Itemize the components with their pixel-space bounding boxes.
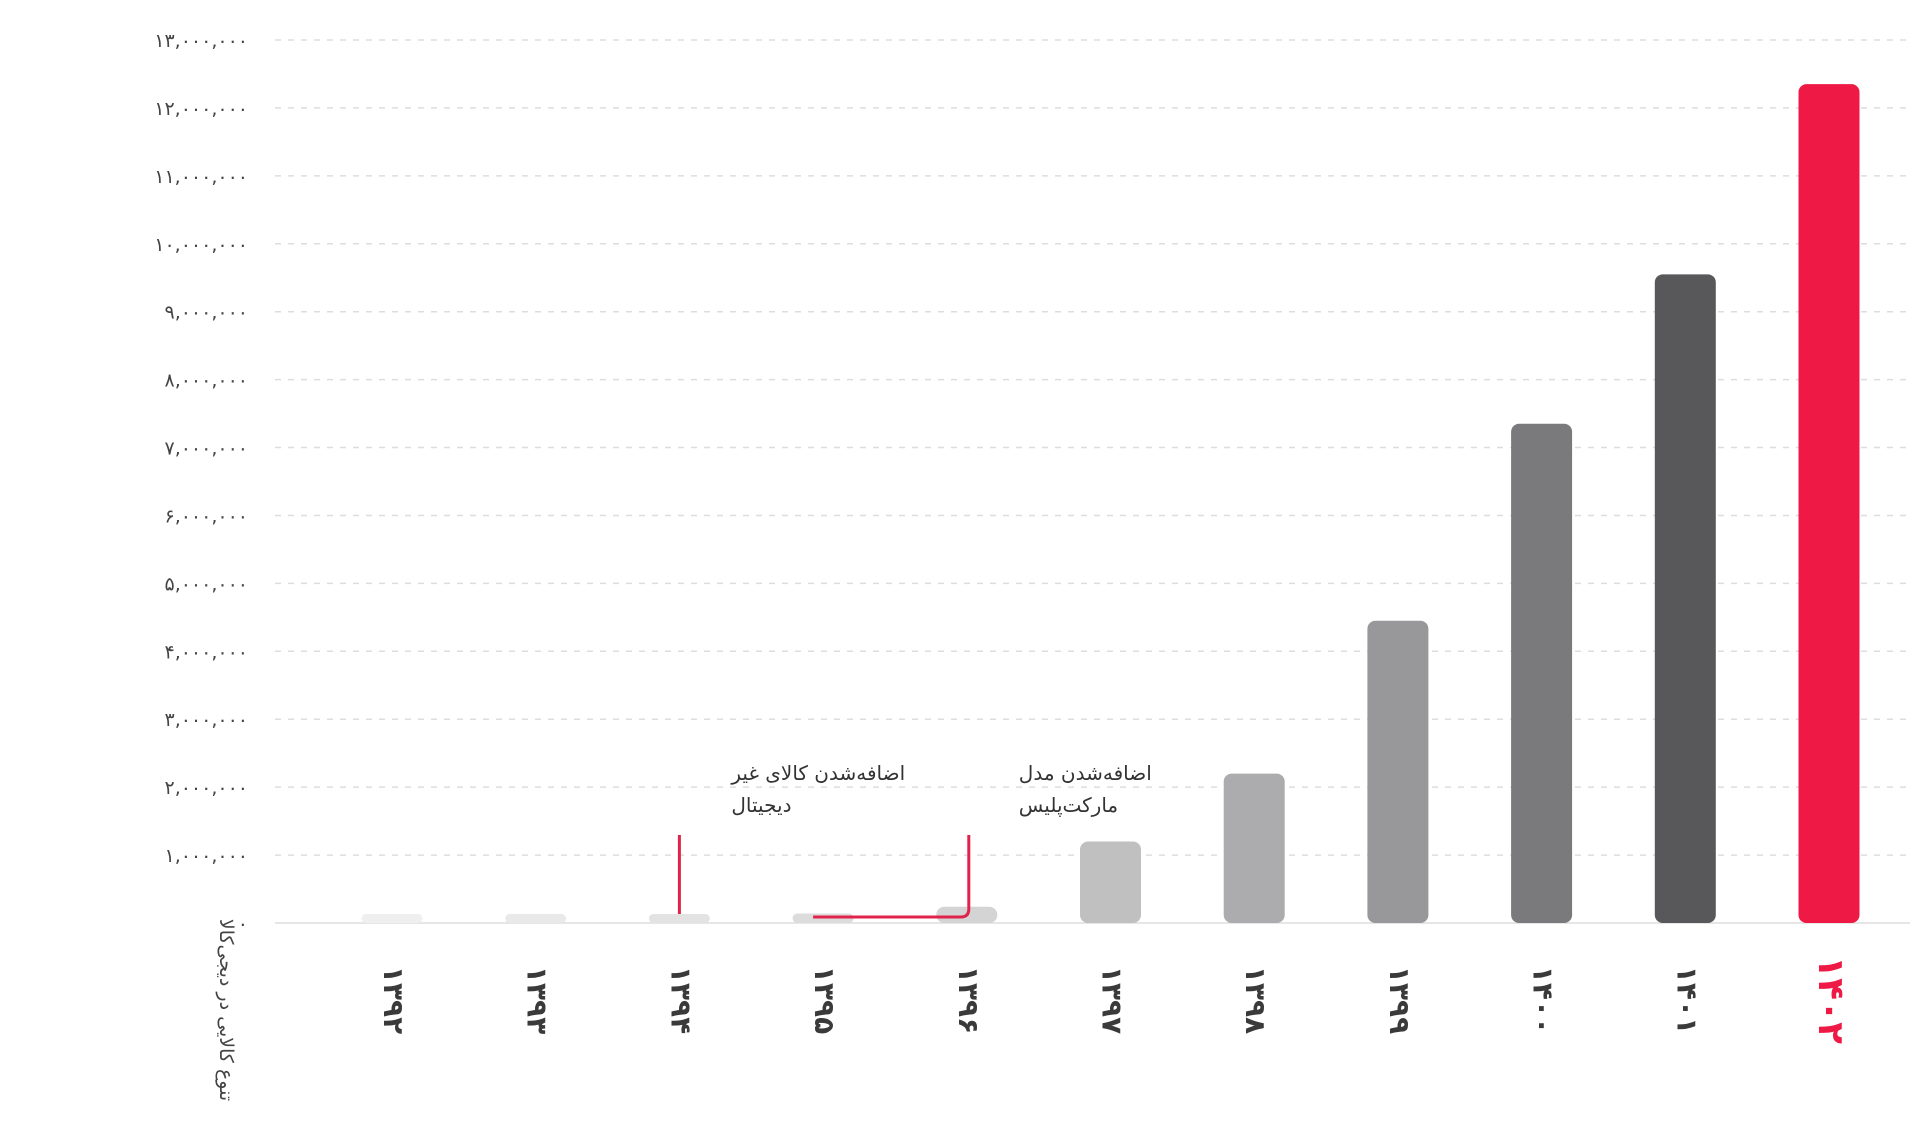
bar	[1654, 274, 1716, 924]
annotation-text: اضافه‌شدن کالای غیر	[730, 761, 905, 785]
bar	[1080, 841, 1141, 923]
annotation-line	[813, 835, 971, 919]
y-axis-label: تنوع کالایی در دیجی‌کالا	[215, 919, 237, 1101]
x-tick-label: ۱۳۹۶	[952, 966, 985, 1034]
x-tick-label: ۱۴۰۱	[1670, 966, 1703, 1034]
y-tick-label: ۰	[238, 913, 248, 935]
y-tick-label: ۱۲,۰۰۰,۰۰۰	[154, 98, 248, 120]
x-tick-label: ۱۳۹۷	[1096, 966, 1129, 1034]
annotation-text: اضافه‌شدن مدل	[1019, 761, 1152, 785]
y-tick-label: ۱۰,۰۰۰,۰۰۰	[154, 234, 248, 256]
x-tick-label: ۱۳۹۹	[1383, 966, 1416, 1034]
bar	[1798, 84, 1860, 923]
annotation-text: مارکت‌پلیس	[1019, 793, 1118, 818]
x-tick-label: ۱۳۹۸	[1239, 966, 1272, 1034]
y-tick-label: ۷,۰۰۰,۰۰۰	[164, 438, 248, 460]
y-tick-label: ۱۳,۰۰۰,۰۰۰	[154, 30, 248, 52]
annotations: اضافه‌شدن کالای غیر دیجیتال اضافه‌شدن مدل م…	[677, 761, 1152, 919]
y-tick-label: ۴,۰۰۰,۰۰۰	[164, 641, 248, 663]
y-tick-label: ۲,۰۰۰,۰۰۰	[164, 777, 248, 799]
y-tick-label: ۵,۰۰۰,۰۰۰	[164, 573, 248, 595]
y-tick-label: ۱,۰۰۰,۰۰۰	[164, 845, 248, 867]
bar	[648, 914, 710, 923]
x-tick-label: ۱۴۰۲	[1810, 956, 1851, 1044]
x-tick-label: ۱۳۹۲	[377, 966, 410, 1034]
annotation-text: دیجیتال	[731, 793, 791, 817]
x-tick-label: ۱۴۰۰	[1527, 966, 1560, 1034]
bar	[1511, 423, 1573, 923]
bar	[505, 914, 567, 923]
bar	[1223, 773, 1285, 923]
y-tick-label: ۳,۰۰۰,۰۰۰	[164, 709, 248, 731]
x-axis: ۱۳۹۲ ۱۳۹۳ ۱۳۹۴ ۱۳۹۵ ۱۳۹۶ ۱۳۹۷ ۱۳۹۸ ۱۳۹۹ ۱۴۰۰ ۱۴۰۱…	[377, 956, 1851, 1044]
y-tick-label: ۶,۰۰۰,۰۰۰	[164, 505, 248, 527]
bar	[1367, 620, 1429, 923]
y-tick-label: ۹,۰۰۰,۰۰۰	[164, 302, 248, 324]
y-axis: ۰ ۱,۰۰۰,۰۰۰ ۲,۰۰۰,۰۰۰ ۳,۰۰۰,۰۰۰ ۴,۰۰۰,۰۰۰ ۵,۰…	[154, 30, 248, 935]
x-tick-label: ۱۳۹۵	[808, 966, 841, 1034]
y-tick-label: ۱۱,۰۰۰,۰۰۰	[154, 166, 248, 188]
bar	[361, 914, 423, 923]
x-tick-label: ۱۳۹۳	[521, 966, 554, 1034]
bars	[361, 84, 1860, 924]
x-tick-label: ۱۳۹۴	[664, 966, 697, 1034]
y-tick-label: ۸,۰۰۰,۰۰۰	[164, 370, 248, 392]
